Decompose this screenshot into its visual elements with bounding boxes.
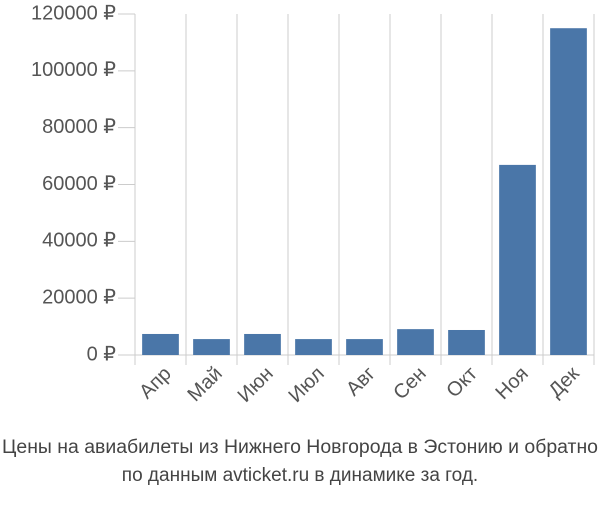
chart-subtitle: по данным avticket.ru в динамике за год. [122, 465, 478, 486]
bar [193, 339, 230, 355]
y-tick-label: 40000 ₽ [42, 230, 116, 252]
y-tick-label: 20000 ₽ [42, 286, 116, 308]
bar [346, 339, 383, 355]
x-tick-label: Июн [234, 363, 278, 407]
bar [499, 164, 536, 355]
x-tick-label: Дек [545, 363, 584, 402]
y-tick-label: 80000 ₽ [42, 116, 116, 138]
y-tick-label: 100000 ₽ [31, 59, 116, 81]
bar [550, 28, 587, 355]
y-tick-label: 0 ₽ [87, 343, 117, 365]
x-tick-label: Авг [342, 363, 380, 401]
x-tick-label: Сен [389, 363, 430, 404]
bar [397, 329, 434, 355]
bar [142, 333, 179, 355]
x-tick-label: Май [184, 363, 227, 406]
y-tick-label: 120000 ₽ [31, 2, 116, 24]
x-tick-label: Ноя [491, 363, 532, 404]
x-tick-label: Апр [135, 363, 176, 404]
x-tick-label: Окт [442, 363, 481, 402]
y-tick-label: 60000 ₽ [42, 173, 116, 195]
chart-title: Цены на авиабилеты из Нижнего Новгорода … [2, 437, 598, 458]
bar [244, 333, 281, 355]
bar [295, 339, 332, 355]
bar [448, 329, 485, 355]
x-tick-label: Июл [284, 363, 328, 407]
